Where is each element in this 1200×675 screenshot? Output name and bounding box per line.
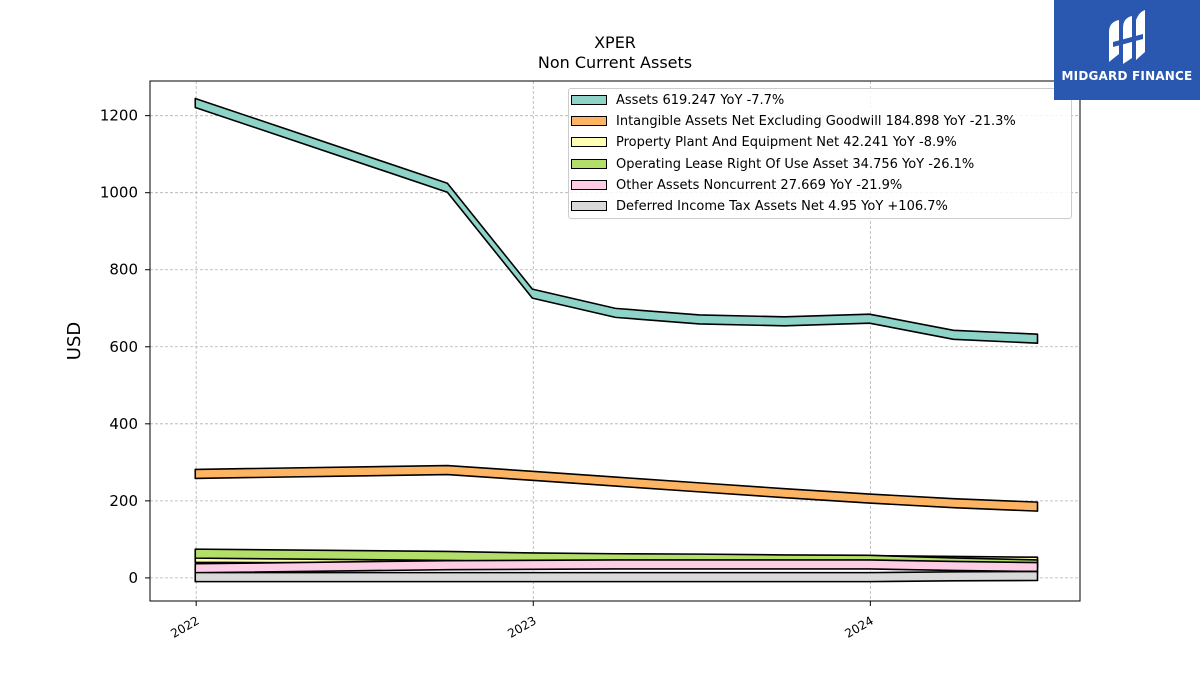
y-tick-label: 800 [109,261,138,279]
legend-swatch [571,116,607,127]
x-axis: 2022 2023 2024 [168,601,876,641]
midgard-logo: MIDGARD FINANCE [1054,0,1200,100]
legend-label: Property Plant And Equipment Net 42.241 … [616,135,957,151]
legend-label: Deferred Income Tax Assets Net 4.95 YoY … [616,199,948,214]
legend-swatch [571,158,607,169]
legend-swatch [571,179,607,190]
y-tick-label: 1000 [100,184,138,202]
series-band-0 [194,97,1039,344]
x-tick-label: 2024 [842,613,875,640]
y-tick-label: 600 [109,338,138,356]
x-tick-label: 2022 [168,613,201,640]
legend-label: Assets 619.247 YoY -7.7% [616,93,785,108]
series-band-1 [194,464,1039,512]
midgard-logo-icon [1109,10,1145,64]
legend-label: Other Assets Noncurrent 27.669 YoY -21.9… [616,177,903,193]
y-tick-label: 400 [109,415,138,433]
legend-swatch [571,95,607,105]
plot-frame [149,80,1081,602]
legend-label: Operating Lease Right Of Use Asset 34.75… [616,156,975,172]
logo-text: MIDGARD FINANCE [1061,69,1193,83]
y-axis-label: USD [64,322,85,360]
legend-swatch [571,137,607,148]
x-tick-label: 2023 [505,613,538,640]
legend-label: Intangible Assets Net Excluding Goodwill… [616,114,1016,130]
y-tick-label: 0 [128,569,138,587]
series-band-4 [194,559,1039,574]
y-axis: 0 200 400 600 800 1000 1200 [100,107,150,587]
series-band-5 [194,570,1039,583]
y-tick-label: 1200 [100,107,138,125]
legend-swatch [571,201,607,211]
series-layer [194,97,1039,583]
chart-title: XPER [594,33,636,52]
chart-subtitle: Non Current Assets [537,53,693,72]
legend: Assets 619.247 YoY -7.7% Intangible Asset… [568,88,1072,219]
y-tick-label: 200 [109,492,138,510]
